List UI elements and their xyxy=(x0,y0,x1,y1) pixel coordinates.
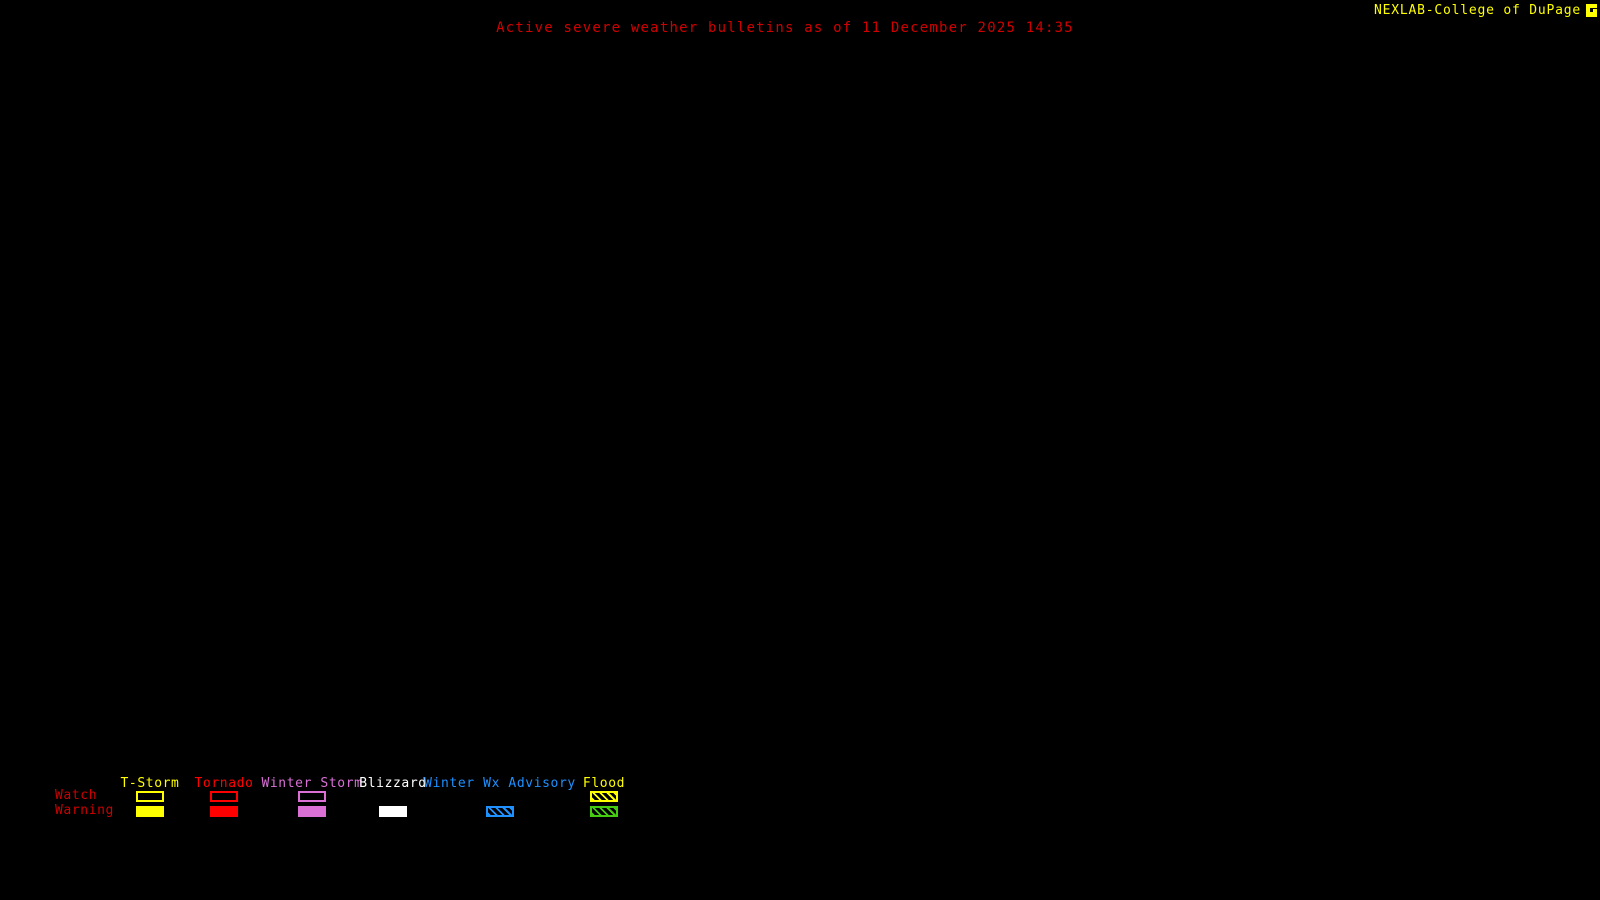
legend-swatch-slot-tstorm-warning xyxy=(136,806,164,817)
nexlab-logo-icon xyxy=(1586,4,1598,17)
brand-label: NEXLAB-College of DuPage xyxy=(1373,3,1581,18)
legend-swatch-tstorm-watch xyxy=(136,791,164,802)
legend-header-tornado: Tornado xyxy=(194,776,254,791)
legend-swatch-slot-blizzard-watch xyxy=(379,791,407,802)
legend-swatch-tstorm-warning xyxy=(136,806,164,817)
legend-header-tstorm: T-Storm xyxy=(120,776,180,791)
legend-row-label-watch: Watch xyxy=(55,788,98,803)
legend-swatch-slot-tstorm-watch xyxy=(136,791,164,802)
legend-swatch-slot-flood-warning xyxy=(590,806,618,817)
page-title: Active severe weather bulletins as of 11… xyxy=(496,20,1074,36)
legend-row-label-warning: Warning xyxy=(55,803,114,818)
legend-swatch-flood-watch xyxy=(590,791,618,802)
legend-swatch-winter_storm-watch xyxy=(298,791,326,802)
legend-swatch-slot-blizzard-warning xyxy=(379,806,407,817)
legend-swatch-slot-tornado-watch xyxy=(210,791,238,802)
brand-attribution: NEXLAB-College of DuPage xyxy=(1374,3,1598,18)
legend-swatch-slot-winter_wx_advisory-watch xyxy=(486,791,514,802)
legend: Watch Warning T-Storm Tornado Winter Storm… xyxy=(0,776,1600,836)
legend-header-blizzard: Blizzard xyxy=(359,776,427,791)
legend-swatch-slot-tornado-warning xyxy=(210,806,238,817)
legend-swatch-winter_wx_advisory-warning xyxy=(486,806,514,817)
legend-swatch-slot-winter_wx_advisory-warning xyxy=(486,806,514,817)
legend-swatch-tornado-warning xyxy=(210,806,238,817)
legend-swatch-winter_storm-warning xyxy=(298,806,326,817)
legend-swatch-blizzard-warning xyxy=(379,806,407,817)
legend-header-winter_wx_advisory: Winter Wx Advisory xyxy=(424,776,576,791)
legend-swatch-slot-winter_storm-warning xyxy=(298,806,326,817)
legend-swatch-slot-winter_storm-watch xyxy=(298,791,326,802)
map-plot-area[interactable] xyxy=(0,44,1600,770)
legend-swatch-flood-warning xyxy=(590,806,618,817)
legend-header-winter_storm: Winter Storm xyxy=(261,776,363,791)
legend-swatch-tornado-watch xyxy=(210,791,238,802)
legend-header-flood: Flood xyxy=(582,776,626,791)
legend-swatch-slot-flood-watch xyxy=(590,791,618,802)
